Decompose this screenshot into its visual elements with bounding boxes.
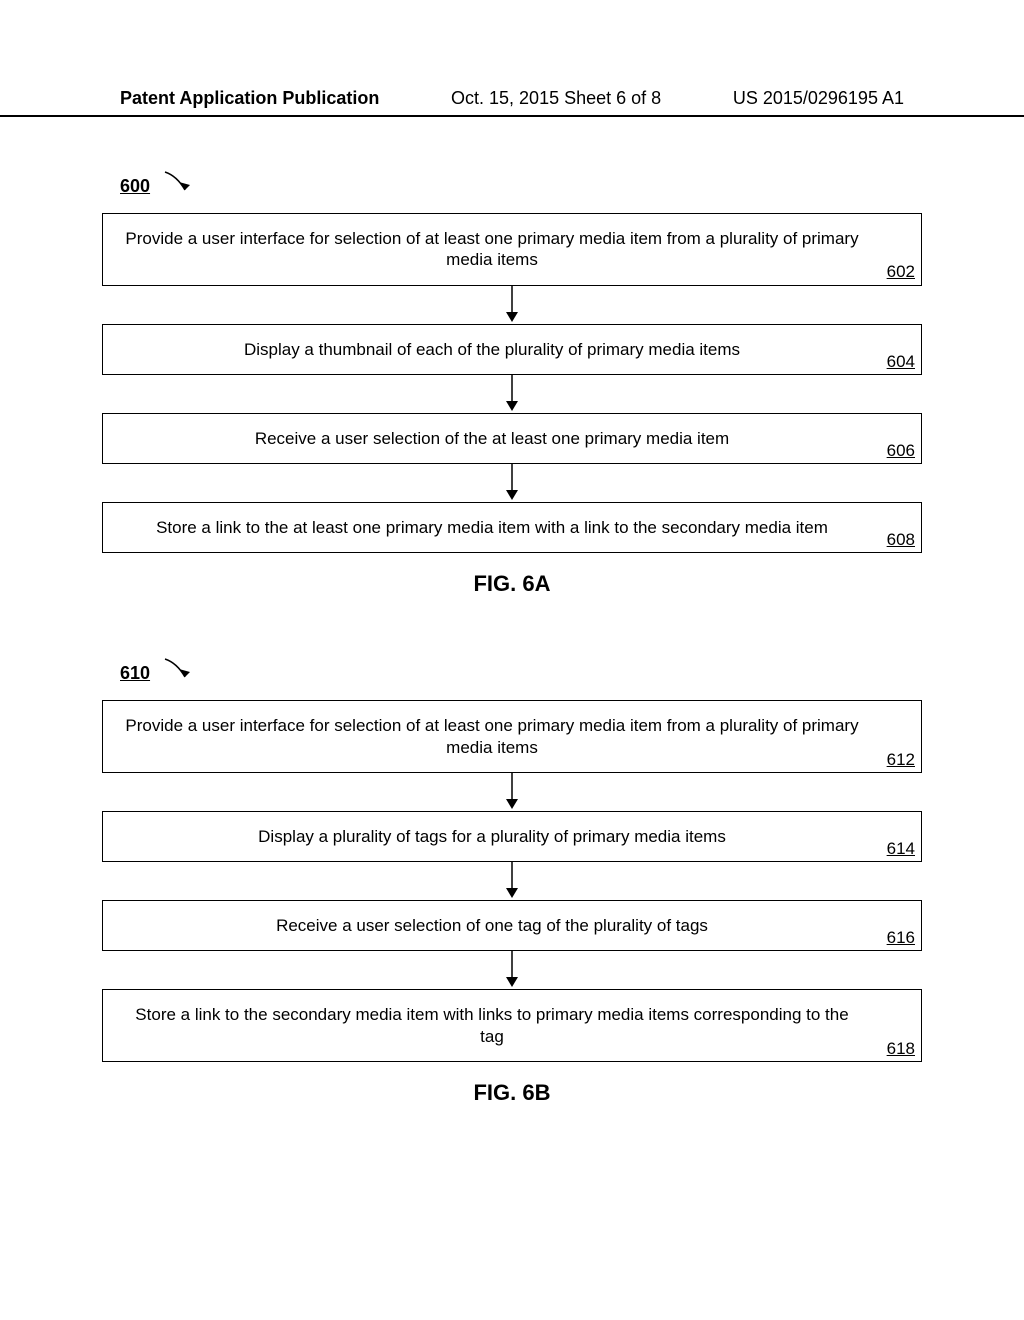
flow-b-box-3-text: Receive a user selection of one tag of t… (276, 916, 708, 935)
figure-b-caption: FIG. 6B (60, 1080, 964, 1106)
flow-a-box-1-step: 602 (887, 261, 915, 282)
publication-number: US 2015/0296195 A1 (733, 88, 904, 109)
flow-a-ref: 600 (120, 176, 150, 197)
figure-a-caption: FIG. 6A (60, 571, 964, 597)
flow-b-box-4-text: Store a link to the secondary media item… (135, 1005, 848, 1045)
flow-a-box-3-step: 606 (887, 440, 915, 461)
page-header: Patent Application Publication Oct. 15, … (0, 88, 1024, 117)
publication-label: Patent Application Publication (120, 88, 379, 109)
flowchart-a: 600 Provide a user interface for selecti… (60, 170, 964, 597)
flow-a-box-2-text: Display a thumbnail of each of the plura… (244, 340, 740, 359)
flow-a-box-1: Provide a user interface for selection o… (102, 213, 922, 286)
flowchart-b: 610 Provide a user interface for selecti… (60, 657, 964, 1106)
flow-ref-row: 610 (60, 657, 964, 692)
flow-b-box-3: Receive a user selection of one tag of t… (102, 900, 922, 951)
flow-b-box-4-step: 618 (887, 1038, 915, 1059)
arrow-down-icon (60, 773, 964, 811)
flow-b-box-1: Provide a user interface for selection o… (102, 700, 922, 773)
flow-b-box-4: Store a link to the secondary media item… (102, 989, 922, 1062)
flow-b-box-3-step: 616 (887, 927, 915, 948)
flow-a-box-4: Store a link to the at least one primary… (102, 502, 922, 553)
page-body: 600 Provide a user interface for selecti… (0, 140, 1024, 1106)
flow-b-ref-arrow-icon (163, 657, 203, 692)
arrow-down-icon (60, 464, 964, 502)
arrow-down-icon (60, 951, 964, 989)
flow-a-box-3-text: Receive a user selection of the at least… (255, 429, 729, 448)
flow-a-box-1-text: Provide a user interface for selection o… (125, 229, 858, 269)
arrow-down-icon (60, 286, 964, 324)
flow-b-box-1-step: 612 (887, 749, 915, 770)
flow-a-ref-arrow-icon (163, 170, 203, 205)
flow-b-box-2-text: Display a plurality of tags for a plural… (258, 827, 726, 846)
flow-a-box-4-step: 608 (887, 529, 915, 550)
flow-b-box-2: Display a plurality of tags for a plural… (102, 811, 922, 862)
flow-a-box-2-step: 604 (887, 351, 915, 372)
arrow-down-icon (60, 862, 964, 900)
flow-ref-row: 600 (60, 170, 964, 205)
flow-a-box-3: Receive a user selection of the at least… (102, 413, 922, 464)
flow-b-box-2-step: 614 (887, 838, 915, 859)
arrow-down-icon (60, 375, 964, 413)
date-sheet-label: Oct. 15, 2015 Sheet 6 of 8 (451, 88, 661, 109)
flow-a-box-4-text: Store a link to the at least one primary… (156, 518, 828, 537)
flow-b-box-1-text: Provide a user interface for selection o… (125, 716, 858, 756)
flow-b-ref: 610 (120, 663, 150, 684)
flow-a-box-2: Display a thumbnail of each of the plura… (102, 324, 922, 375)
